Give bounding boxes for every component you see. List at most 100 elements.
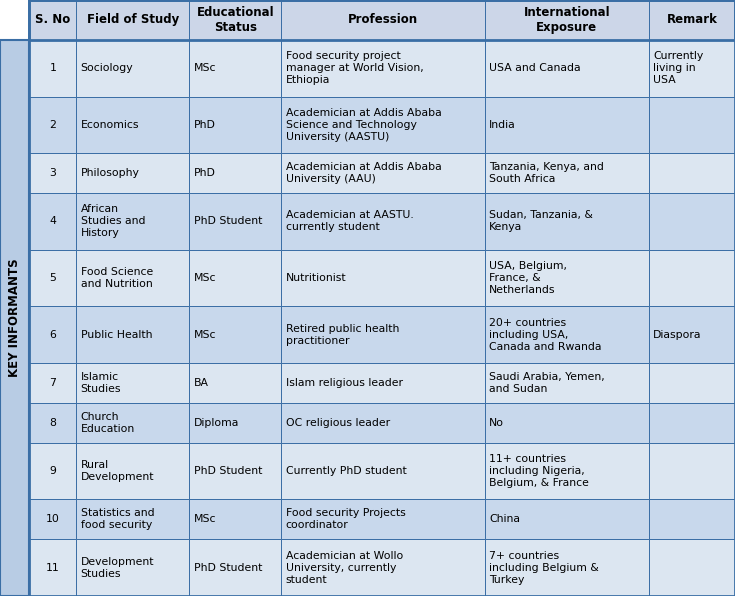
Text: India: India	[490, 120, 516, 130]
Text: 4: 4	[49, 216, 56, 226]
Bar	[649, 97, 735, 153]
Text: 8: 8	[49, 418, 56, 428]
Text: PhD: PhD	[194, 168, 215, 178]
Bar	[649, 306, 735, 363]
Text: USA and Canada: USA and Canada	[490, 63, 581, 73]
Bar	[282, 499, 485, 539]
Bar	[190, 363, 282, 403]
Text: Sociology: Sociology	[81, 63, 133, 73]
Bar	[76, 40, 190, 97]
Bar	[282, 539, 485, 596]
Text: Islam religious leader: Islam religious leader	[286, 378, 403, 388]
Text: MSc: MSc	[194, 63, 216, 73]
Text: Food Science
and Nutrition: Food Science and Nutrition	[81, 267, 153, 289]
Bar	[29, 403, 76, 443]
Bar	[282, 193, 485, 250]
Bar	[76, 153, 190, 193]
Bar	[649, 40, 735, 97]
Text: 1: 1	[49, 63, 56, 73]
Bar	[190, 443, 282, 499]
Bar	[29, 153, 76, 193]
Text: 6: 6	[49, 330, 56, 340]
Bar	[485, 363, 649, 403]
Text: Field of Study: Field of Study	[87, 14, 179, 26]
Text: Academician at AASTU.
currently student: Academician at AASTU. currently student	[286, 210, 414, 232]
Bar	[29, 0, 735, 40]
Bar	[649, 499, 735, 539]
Bar	[76, 403, 190, 443]
Bar	[29, 363, 76, 403]
Text: 11: 11	[46, 563, 60, 573]
Bar	[29, 193, 76, 250]
Text: Tanzania, Kenya, and
South Africa: Tanzania, Kenya, and South Africa	[490, 162, 604, 184]
Text: Statistics and
food security: Statistics and food security	[81, 508, 154, 530]
Bar	[76, 363, 190, 403]
Bar	[485, 193, 649, 250]
Text: 2: 2	[49, 120, 56, 130]
Text: Currently PhD student: Currently PhD student	[286, 466, 406, 476]
Text: Diaspora: Diaspora	[653, 330, 702, 340]
Text: Academician at Addis Ababa
Science and Technology
University (AASTU): Academician at Addis Ababa Science and T…	[286, 108, 442, 142]
Bar	[649, 153, 735, 193]
Text: PhD Student: PhD Student	[194, 466, 262, 476]
Text: Retired public health
practitioner: Retired public health practitioner	[286, 324, 399, 346]
Text: Remark: Remark	[667, 14, 717, 26]
Bar	[190, 193, 282, 250]
Bar	[190, 403, 282, 443]
Text: 20+ countries
including USA,
Canada and Rwanda: 20+ countries including USA, Canada and …	[490, 318, 602, 352]
Text: Diploma: Diploma	[194, 418, 239, 428]
Bar	[29, 250, 76, 306]
Bar	[282, 403, 485, 443]
Text: China: China	[490, 514, 520, 524]
Bar	[29, 40, 76, 97]
Bar	[649, 363, 735, 403]
Text: Educational
Status: Educational Status	[196, 6, 274, 34]
Bar	[282, 306, 485, 363]
Text: KEY INFORMANTS: KEY INFORMANTS	[8, 259, 21, 377]
Text: Philosophy: Philosophy	[81, 168, 140, 178]
Text: Academician at Wollo
University, currently
student: Academician at Wollo University, current…	[286, 551, 403, 585]
Bar	[485, 403, 649, 443]
Text: 7+ countries
including Belgium &
Turkey: 7+ countries including Belgium & Turkey	[490, 551, 599, 585]
Text: 9: 9	[49, 466, 56, 476]
Bar	[76, 193, 190, 250]
Text: Economics: Economics	[81, 120, 139, 130]
Bar	[190, 0, 282, 40]
Text: Development
Studies: Development Studies	[81, 557, 154, 579]
Text: Currently
living in
USA: Currently living in USA	[653, 51, 703, 85]
Text: Church
Education: Church Education	[81, 412, 135, 434]
Bar	[190, 40, 282, 97]
Bar	[29, 539, 76, 596]
Text: Public Health: Public Health	[81, 330, 152, 340]
Bar	[282, 250, 485, 306]
Bar	[485, 250, 649, 306]
Bar	[282, 363, 485, 403]
Bar	[0, 40, 29, 596]
Bar	[649, 193, 735, 250]
Bar	[485, 443, 649, 499]
Bar	[649, 250, 735, 306]
Bar	[76, 443, 190, 499]
Text: International
Exposure: International Exposure	[523, 6, 610, 34]
Text: PhD: PhD	[194, 120, 215, 130]
Bar	[485, 97, 649, 153]
Text: 7: 7	[49, 378, 56, 388]
Text: Profession: Profession	[348, 14, 418, 26]
Text: Nutritionist: Nutritionist	[286, 273, 346, 283]
Text: PhD Student: PhD Student	[194, 216, 262, 226]
Bar	[76, 250, 190, 306]
Text: Food security project
manager at World Vision,
Ethiopia: Food security project manager at World V…	[286, 51, 423, 85]
Text: MSc: MSc	[194, 514, 216, 524]
Bar	[485, 306, 649, 363]
Bar	[485, 153, 649, 193]
Text: MSc: MSc	[194, 330, 216, 340]
Text: S. No: S. No	[35, 14, 71, 26]
Bar	[29, 499, 76, 539]
Bar	[649, 443, 735, 499]
Bar	[485, 40, 649, 97]
Bar	[76, 97, 190, 153]
Bar	[190, 97, 282, 153]
Text: Saudi Arabia, Yemen,
and Sudan: Saudi Arabia, Yemen, and Sudan	[490, 372, 605, 394]
Text: MSc: MSc	[194, 273, 216, 283]
Bar	[649, 403, 735, 443]
